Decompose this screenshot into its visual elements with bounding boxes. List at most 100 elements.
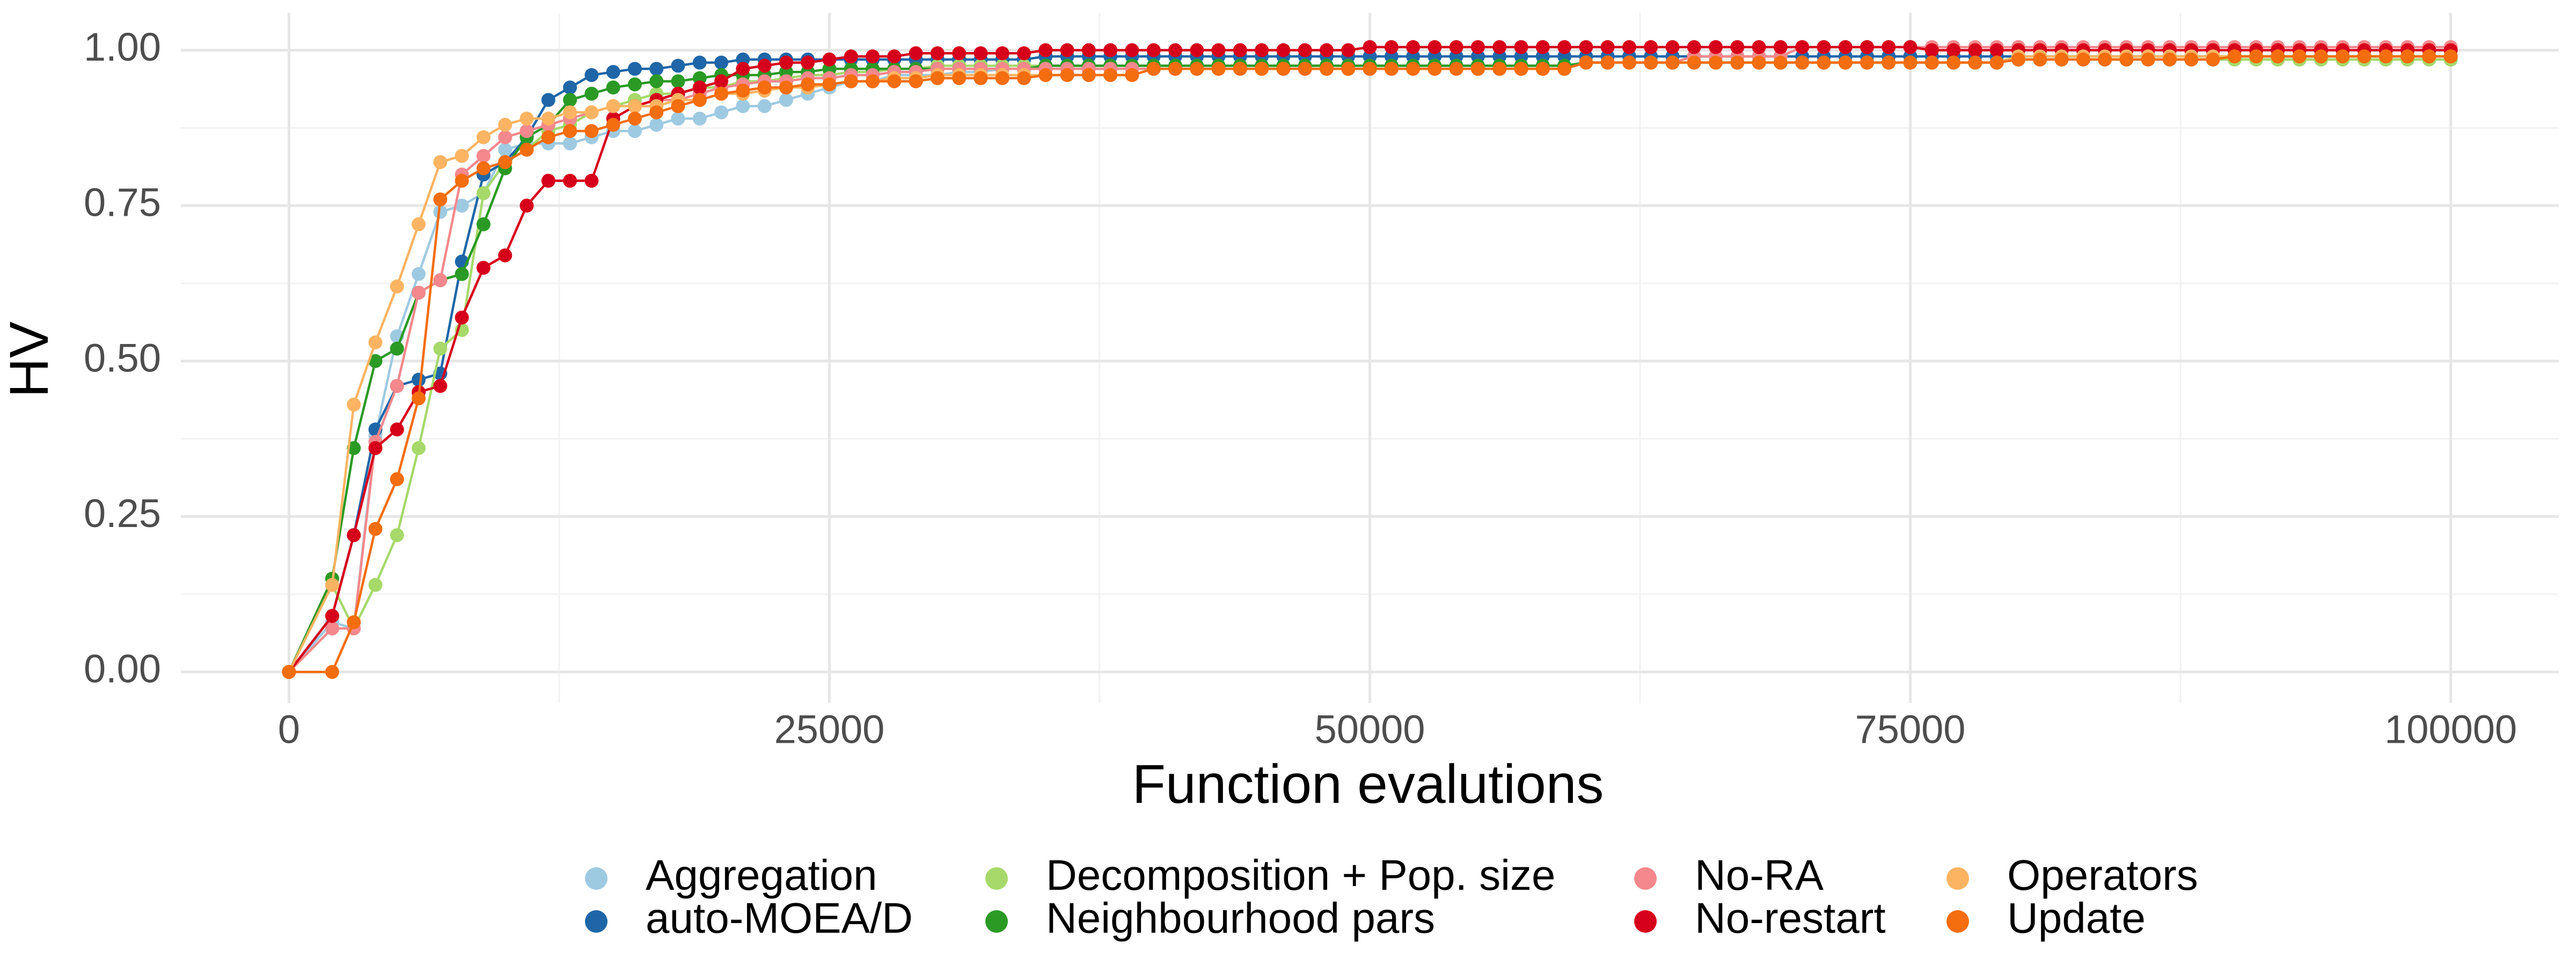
data-point [2401,49,2415,64]
x-tick-label: 50000 [1315,707,1425,752]
data-point [2422,49,2436,64]
data-point [1103,43,1118,57]
data-point [649,118,664,132]
data-point [1773,55,1788,70]
series-line [289,55,2451,674]
data-point [2357,49,2372,64]
data-point [1709,55,1723,70]
data-point [1276,62,1291,76]
data-point [584,68,599,82]
data-point [736,99,750,113]
data-point [347,397,361,412]
data-point [476,186,491,200]
data-point [1470,40,1485,54]
data-point [649,74,664,89]
data-point [606,65,620,79]
data-point [2336,49,2350,64]
data-point [1298,43,1312,57]
data-point [1016,46,1031,61]
data-point [455,199,469,213]
data-point [714,105,729,120]
data-point [627,124,642,138]
data-point [692,55,707,70]
data-point [519,124,534,138]
data-point [1730,40,1745,54]
data-point [2119,52,2134,67]
data-point [1470,62,1485,76]
data-point [519,111,534,126]
x-tick-label: 25000 [774,707,885,752]
data-point [1622,40,1636,54]
data-point [757,99,772,113]
data-point [390,422,404,437]
legend-marker [1946,867,1969,890]
data-point [1038,68,1053,82]
data-point [368,335,383,350]
data-point [2076,52,2090,67]
data-point [563,80,577,95]
y-tick-label: 0.25 [84,491,161,536]
data-point [627,99,642,113]
data-point [498,142,513,157]
data-point [606,118,620,132]
data-point [325,621,339,635]
data-point [1233,62,1247,76]
data-point [390,379,404,393]
data-point [779,93,793,107]
data-point [1903,55,1918,70]
data-point [584,105,599,120]
legend-label: No-restart [1695,894,1886,942]
data-point [1535,40,1550,54]
data-point [368,577,383,592]
data-point [2379,49,2393,64]
data-point [2054,52,2069,67]
data-point [866,49,880,64]
data-point [1557,40,1572,54]
data-point [1233,43,1247,57]
data-point [584,173,599,188]
data-point [1860,55,1874,70]
data-point [412,372,426,387]
data-point [1600,40,1615,54]
data-point [1125,68,1139,82]
data-point [1146,43,1161,57]
data-point [1882,40,1896,54]
data-point [1146,62,1161,76]
legend-label: Decomposition + Pop. size [1046,851,1555,899]
data-point [1817,55,1831,70]
y-tick-label: 0.75 [84,180,161,225]
data-point [606,99,620,113]
data-point [412,217,426,231]
legend-marker [1634,867,1657,890]
data-point [627,111,642,126]
data-point [1492,40,1507,54]
legend-label: Update [2007,894,2146,942]
legend-label: No-RA [1695,851,1824,899]
y-tick-label: 1.00 [84,25,161,69]
data-point [2292,49,2307,64]
legend-marker [585,867,608,890]
data-point [1341,62,1356,76]
data-point [2162,52,2177,67]
data-point [1298,62,1312,76]
data-point [2206,52,2220,67]
data-point [1384,62,1399,76]
data-point [2227,49,2242,64]
data-point [368,441,383,455]
data-point [887,49,902,64]
data-point [1514,62,1528,76]
data-point [1255,43,1269,57]
data-point [1103,68,1118,82]
data-point [455,267,469,281]
data-point [476,161,491,175]
data-point [1946,55,1961,70]
data-point [1449,40,1463,54]
data-point [757,80,772,95]
data-point [909,74,923,89]
data-point [1341,43,1356,57]
data-point [1535,62,1550,76]
data-point [1838,40,1853,54]
